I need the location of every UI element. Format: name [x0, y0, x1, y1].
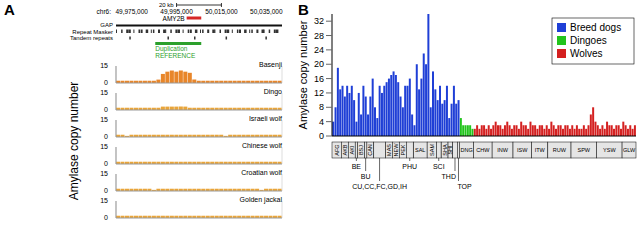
svg-text:15: 15: [100, 89, 108, 96]
svg-text:4: 4: [319, 117, 324, 127]
svg-text:Duplication: Duplication: [155, 45, 188, 53]
svg-text:15: 15: [100, 143, 108, 150]
svg-text:50,035,000: 50,035,000: [250, 8, 283, 15]
svg-text:0: 0: [319, 131, 324, 140]
svg-text:Chinese wolf: Chinese wolf: [242, 142, 282, 149]
svg-text:0: 0: [104, 160, 108, 167]
svg-text:chr6:: chr6:: [97, 8, 112, 15]
svg-text:SPW: SPW: [578, 147, 591, 153]
svg-text:SHA: SHA: [442, 144, 448, 156]
svg-text:Amylase copy number: Amylase copy number: [297, 20, 309, 129]
svg-text:PEK: PEK: [400, 144, 406, 155]
svg-text:32: 32: [314, 16, 324, 26]
svg-text:AKI: AKI: [349, 145, 355, 154]
svg-text:NEW: NEW: [393, 143, 399, 157]
svg-text:CAN: CAN: [367, 144, 373, 156]
svg-text:REFERENCE: REFERENCE: [155, 52, 196, 59]
svg-text:50,015,000: 50,015,000: [205, 8, 238, 15]
svg-text:DNG: DNG: [460, 147, 472, 153]
svg-text:8: 8: [319, 102, 324, 112]
svg-text:49,975,000: 49,975,000: [115, 8, 148, 15]
svg-text:BSJ: BSJ: [358, 145, 364, 155]
svg-text:28: 28: [314, 31, 324, 41]
svg-text:15: 15: [100, 197, 108, 204]
svg-text:0: 0: [104, 79, 108, 86]
svg-text:Tandem repeats: Tandem repeats: [70, 35, 113, 41]
svg-text:49,995,000: 49,995,000: [160, 8, 193, 15]
svg-text:SAM: SAM: [429, 144, 435, 156]
svg-text:Repeat Masker: Repeat Masker: [72, 29, 113, 35]
svg-text:AFG: AFG: [334, 144, 340, 155]
svg-text:GAP: GAP: [100, 22, 113, 28]
svg-text:15: 15: [100, 62, 108, 69]
svg-text:Croatian wolf: Croatian wolf: [241, 169, 282, 176]
svg-text:PHU: PHU: [402, 163, 417, 170]
svg-text:CHW: CHW: [476, 147, 490, 153]
svg-text:0: 0: [104, 133, 108, 140]
svg-text:SCI: SCI: [433, 163, 445, 170]
svg-text:0: 0: [104, 214, 108, 221]
svg-text:12: 12: [314, 88, 324, 98]
svg-text:RUW: RUW: [553, 147, 567, 153]
svg-text:16: 16: [314, 74, 324, 84]
svg-text:0: 0: [104, 187, 108, 194]
svg-text:CU,CC,FC,GD,IH: CU,CC,FC,GD,IH: [352, 183, 407, 190]
svg-text:20: 20: [314, 59, 324, 69]
svg-text:20 kb: 20 kb: [159, 2, 174, 8]
svg-text:SHI: SHI: [447, 145, 453, 155]
svg-text:Breed dogs: Breed dogs: [570, 22, 621, 33]
svg-text:INW: INW: [497, 147, 509, 153]
svg-text:0: 0: [104, 106, 108, 113]
svg-text:Wolves: Wolves: [570, 48, 603, 59]
svg-text:Golden jackal: Golden jackal: [240, 196, 283, 204]
svg-text:15: 15: [100, 170, 108, 177]
svg-text:SAL: SAL: [415, 147, 425, 153]
svg-text:GLW: GLW: [623, 147, 632, 153]
svg-text:B: B: [298, 1, 309, 18]
svg-text:A: A: [8, 1, 15, 18]
svg-text:AMY2B: AMY2B: [163, 15, 185, 22]
svg-text:Dingo: Dingo: [264, 88, 282, 96]
svg-text:BE: BE: [352, 163, 362, 170]
svg-text:Amylase copy number: Amylase copy number: [67, 82, 81, 201]
svg-text:YSW: YSW: [603, 147, 616, 153]
svg-text:Dingoes: Dingoes: [570, 35, 607, 46]
svg-text:Israeli wolf: Israeli wolf: [249, 115, 282, 122]
svg-text:ISW: ISW: [517, 147, 528, 153]
svg-text:24: 24: [314, 45, 324, 55]
svg-text:15: 15: [100, 116, 108, 123]
svg-text:AKB: AKB: [342, 144, 348, 155]
svg-text:Basenji: Basenji: [259, 61, 282, 69]
svg-text:ITW: ITW: [535, 147, 546, 153]
svg-text:MAS: MAS: [386, 144, 392, 156]
svg-text:TOP: TOP: [457, 183, 472, 190]
svg-text:BU: BU: [361, 173, 371, 180]
svg-text:THD: THD: [442, 173, 456, 180]
